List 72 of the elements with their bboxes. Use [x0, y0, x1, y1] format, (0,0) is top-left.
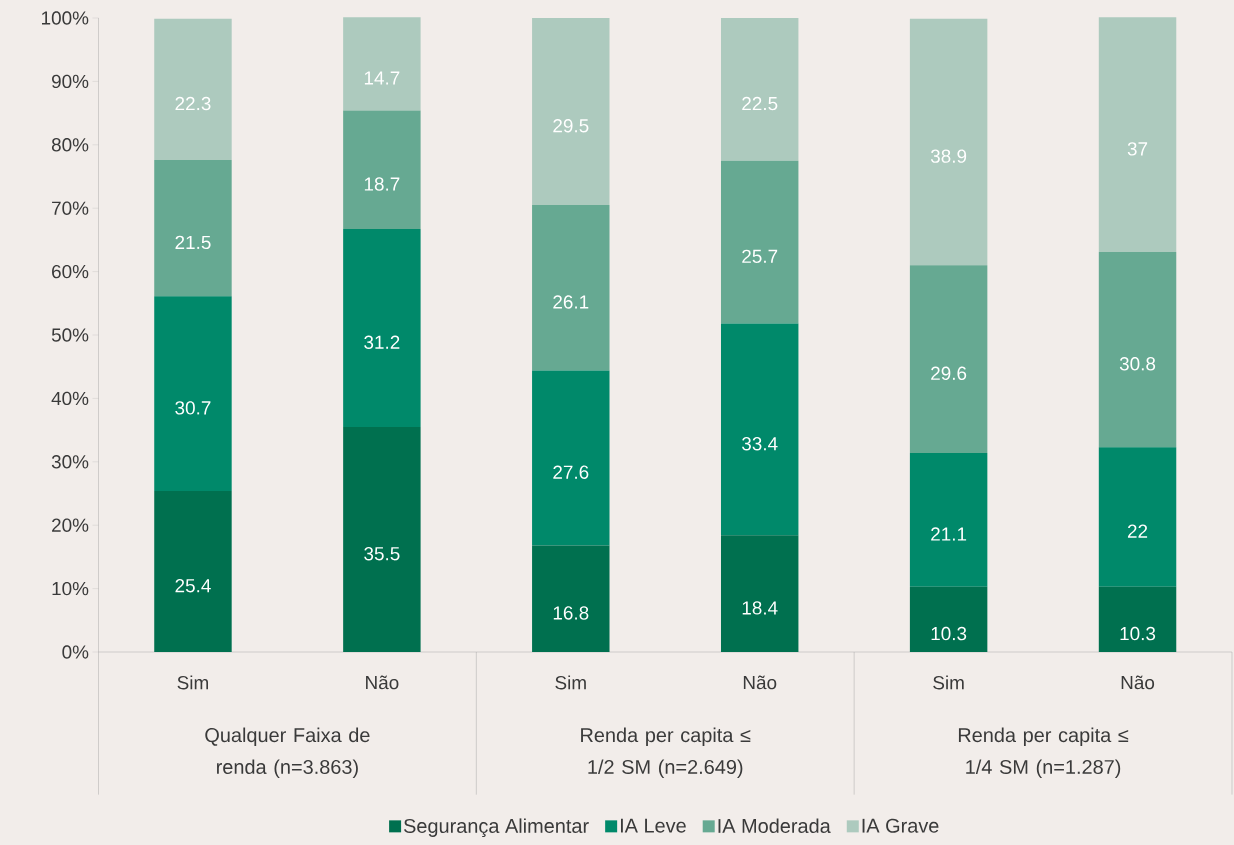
- y-tick-label: 30%: [51, 455, 89, 469]
- bar: [720, 17, 799, 161]
- y-tick-label: 100%: [42, 11, 89, 25]
- x-tick-label: Sim: [555, 675, 586, 690]
- bar: [343, 426, 421, 652]
- data-label: 27.6: [553, 465, 589, 479]
- data-label: 35.5: [364, 546, 400, 561]
- bar: [154, 296, 232, 491]
- data-label: 25.7: [742, 249, 778, 264]
- y-tick-label: 50%: [51, 328, 89, 342]
- x-tick-label: Sim: [933, 675, 964, 690]
- x-tick-label: Não: [1121, 675, 1155, 690]
- data-label: 31.2: [364, 335, 400, 349]
- bar: [154, 490, 232, 652]
- bar: [909, 18, 988, 266]
- data-label: 21.5: [175, 235, 211, 250]
- data-label: 10.3: [1120, 626, 1156, 641]
- bar: [532, 205, 610, 371]
- legend-label: IA Moderada: [718, 818, 831, 834]
- y-tick-label: 40%: [51, 391, 89, 406]
- bar: [909, 452, 988, 587]
- y-tick-label: 0%: [62, 645, 89, 659]
- data-label: 21.1: [931, 527, 967, 541]
- bar: [154, 160, 232, 297]
- data-label: 22: [1127, 524, 1148, 538]
- bar: [343, 229, 421, 427]
- bar: [720, 535, 799, 652]
- bar: [532, 17, 610, 206]
- y-tick-label: 10%: [52, 581, 89, 596]
- legend-label: IA Grave: [862, 818, 939, 833]
- data-label: 29.5: [553, 119, 589, 133]
- bar: [154, 18, 232, 161]
- data-label: 18.7: [364, 177, 400, 191]
- x-tick-label: Sim: [177, 675, 208, 690]
- data-label: 29.6: [931, 366, 967, 381]
- bar: [532, 545, 610, 652]
- data-label: 26.1: [553, 295, 589, 309]
- bar: [720, 160, 799, 324]
- bar: [532, 370, 610, 546]
- data-label: 33.4: [742, 436, 778, 451]
- legend-label: IA Leve: [620, 818, 686, 833]
- x-tick-label: Não: [366, 675, 399, 690]
- data-label: 18.4: [742, 601, 778, 615]
- bar: [909, 265, 988, 453]
- data-label: 10.3: [931, 626, 967, 641]
- bar: [720, 323, 799, 536]
- data-label: 30.7: [175, 401, 211, 415]
- bar: [1098, 251, 1177, 448]
- y-tick-label: 70%: [52, 201, 89, 215]
- bar: [343, 110, 421, 230]
- data-label: 14.7: [364, 71, 400, 85]
- legend-label: Segurança Alimentar: [404, 818, 589, 838]
- text: Renda per capita ≤ 1/4 SM (n=1.287): [958, 727, 1129, 778]
- data-label: 22.3: [175, 96, 211, 111]
- bar: [1098, 17, 1177, 252]
- bar: [1098, 586, 1177, 652]
- text: Qualquer Faixa de renda (n=3.863): [205, 727, 370, 778]
- bar: [1098, 447, 1177, 587]
- y-tick-label: 80%: [51, 138, 89, 152]
- y-tick-label: 90%: [51, 74, 89, 89]
- data-label: 38.9: [930, 149, 967, 163]
- data-label: 16.8: [553, 606, 589, 620]
- y-tick-label: 20%: [52, 518, 89, 532]
- bar: [343, 17, 421, 111]
- x-tick-label: Não: [743, 675, 777, 690]
- text: Renda per capita ≤ 1/2 SM (n=2.649): [581, 727, 751, 778]
- data-label: 25.4: [175, 579, 211, 593]
- bar: [909, 586, 988, 652]
- data-label: 37: [1127, 142, 1148, 156]
- y-tick-label: 60%: [52, 264, 89, 279]
- data-label: 30.8: [1119, 357, 1156, 371]
- data-label: 22.5: [742, 96, 778, 111]
